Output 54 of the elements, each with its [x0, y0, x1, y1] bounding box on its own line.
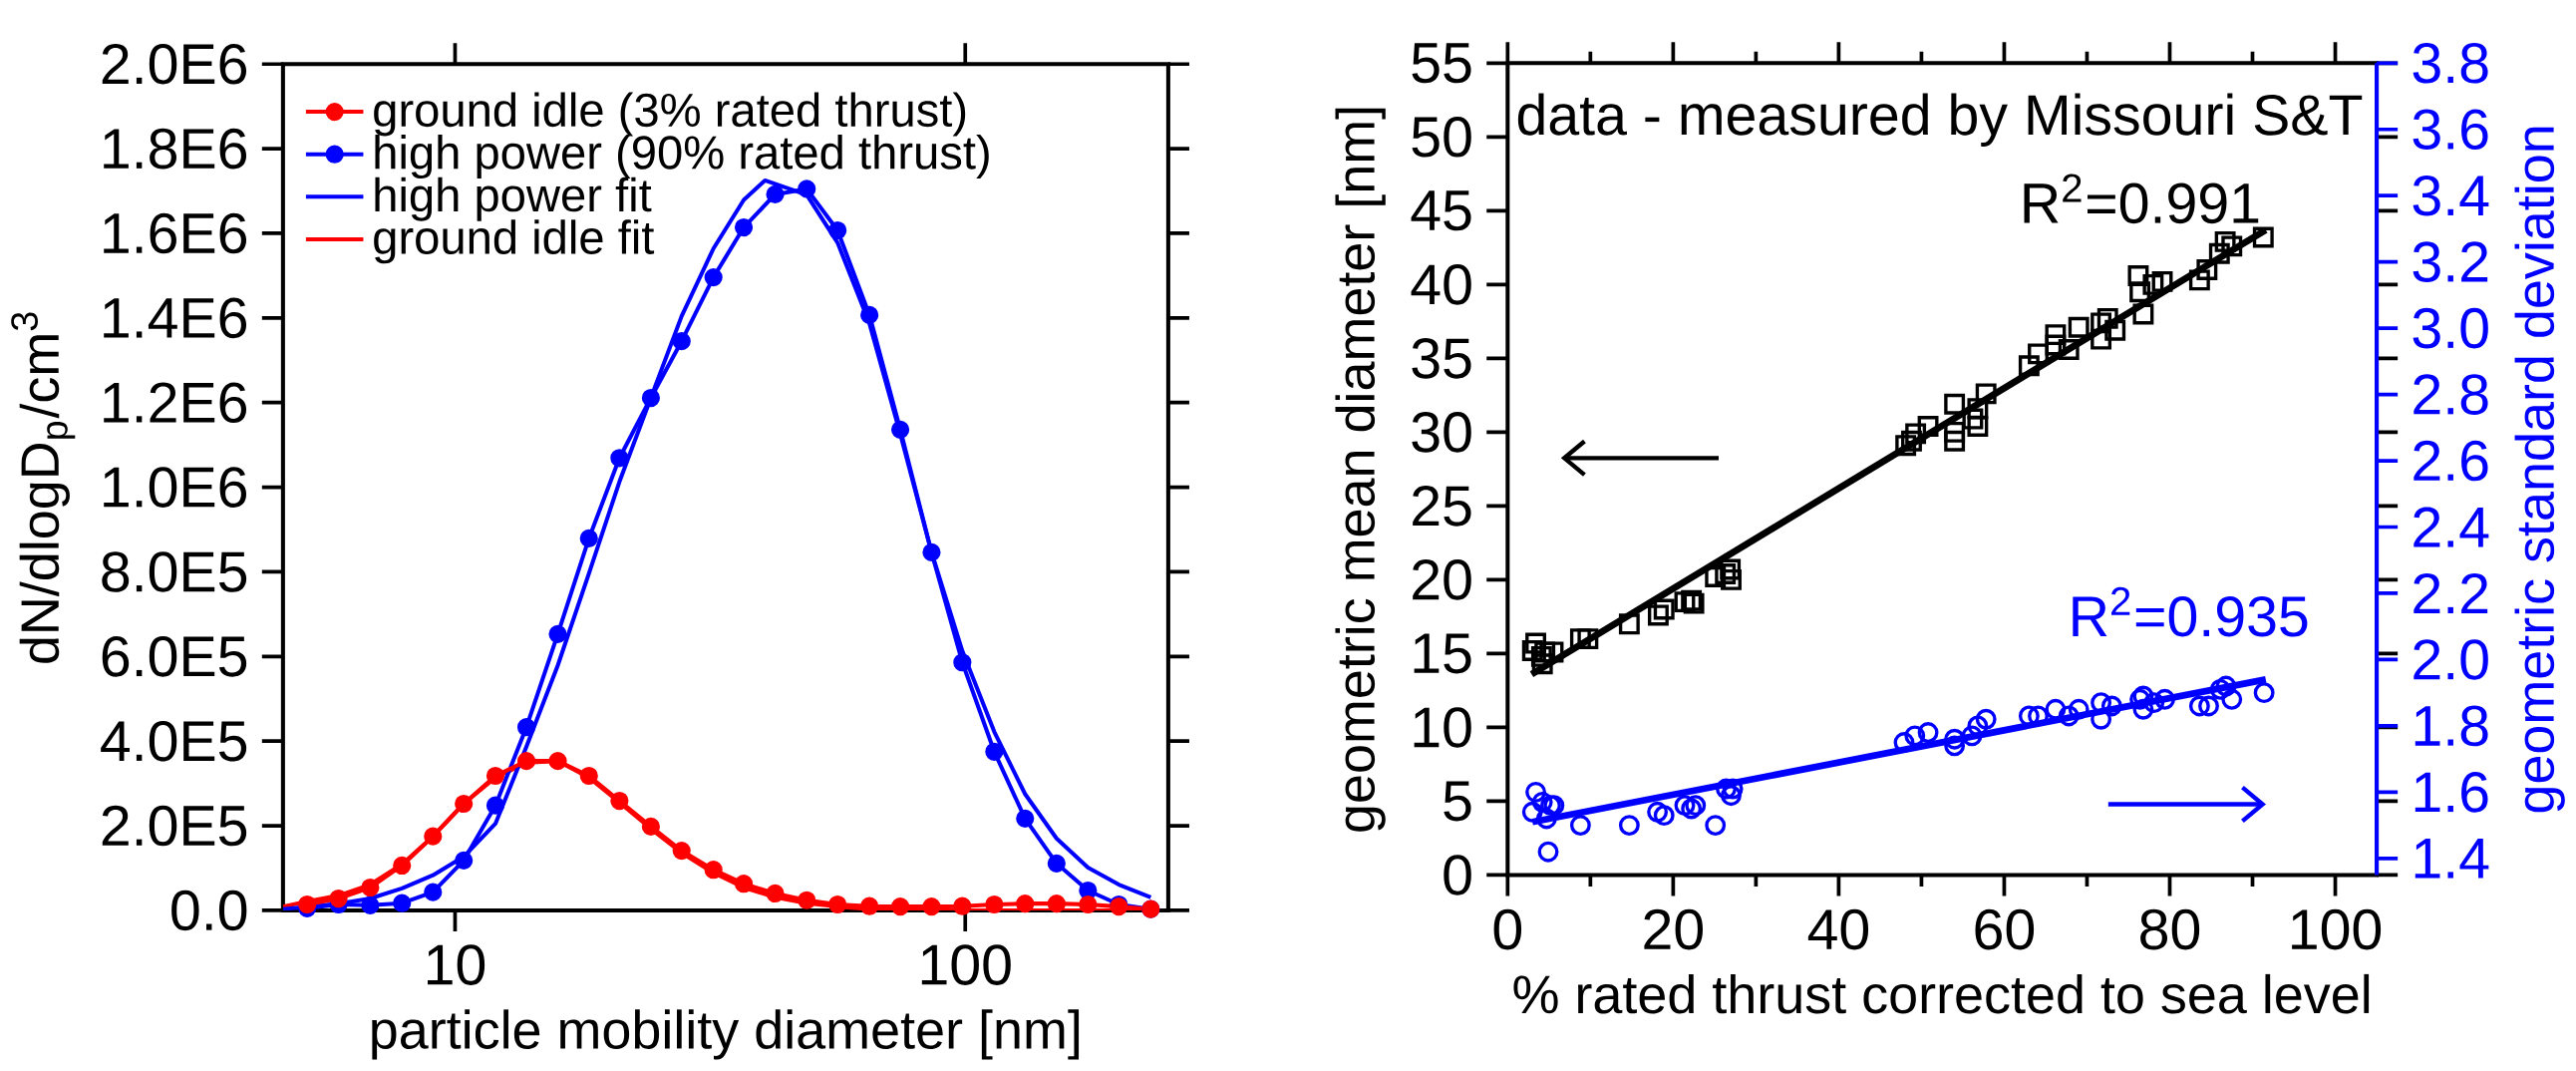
y2-tick-label: 3.0	[2413, 307, 2488, 349]
y-tick-label: 55	[1412, 43, 1471, 84]
y-tick-label: 35	[1412, 338, 1471, 379]
x-tick-label: 100	[921, 944, 1011, 985]
legend-label: high power (90% rated thrust)	[375, 135, 989, 179]
y2-tick-label: 2.0	[2414, 639, 2488, 680]
y2-tick-label: 3.8	[2413, 43, 2488, 84]
y-tick-label: 10	[1414, 707, 1471, 748]
x-axis-title: % rated thrust corrected to sea level	[1513, 973, 2370, 1014]
annotation: data - measured by Missouri S&T	[1517, 93, 2363, 148]
y2-tick-label: 2.8	[2414, 374, 2488, 415]
legend-label: ground idle fit	[374, 219, 655, 264]
x-tick-label: 80	[2140, 908, 2200, 950]
x-tick-label: 100	[2292, 908, 2382, 950]
annotation: R$^{2}$=0.991	[2024, 174, 2259, 224]
y2-tick-label: 2.4	[2414, 507, 2489, 547]
y2-axis-title: geometric standard deviation	[2514, 127, 2565, 813]
y-tick-label: 2.0E6	[102, 44, 247, 85]
y-axis-title: geometric mean diameter [nm]	[1335, 108, 1386, 832]
y-tick-label: 15	[1414, 633, 1471, 674]
y-tick-label: 4.0E5	[101, 720, 247, 762]
x-tick-label: 60	[1975, 908, 2035, 950]
y-tick-label: 0	[1444, 855, 1471, 895]
y-tick-label: 1.6E6	[104, 212, 247, 254]
y2-tick-label: 2.2	[2414, 573, 2488, 614]
y-tick-label: 8.0E5	[102, 551, 247, 592]
y-tick-label: 5	[1444, 781, 1471, 822]
y-tick-label: 1.2E6	[104, 382, 247, 424]
y2-tick-label: 1.6	[2415, 772, 2488, 813]
x-tick-label: 20	[1644, 908, 1704, 950]
x-axis-title: particle mobility diameter [nm]	[372, 1009, 1080, 1060]
y2-tick-label: 3.2	[2413, 241, 2488, 283]
legend-label: ground idle (3% rated thrust)	[374, 92, 966, 137]
y-tick-label: 6.0E5	[102, 636, 247, 677]
y-tick-label: 30	[1412, 412, 1471, 453]
y2-tick-label: 2.6	[2414, 440, 2488, 482]
x-tick-label: 40	[1807, 908, 1869, 950]
y-axis-title: dN/dlogD$_{p}$/cm$^{3}$	[11, 312, 76, 663]
y2-tick-label: 1.4	[2415, 839, 2489, 879]
y-tick-label: 20	[1413, 559, 1471, 600]
x-tick-label: 0	[1493, 908, 1522, 950]
y-tick-label: 45	[1411, 190, 1471, 231]
annotation: R$^{2}$=0.935	[2073, 586, 2308, 637]
y-tick-label: 40	[1411, 264, 1471, 305]
y2-tick-label: 3.4	[2413, 175, 2489, 216]
y2-tick-label: 3.6	[2413, 109, 2488, 151]
y-tick-label: 1.0E6	[104, 467, 247, 508]
y2-tick-label: 1.8	[2415, 705, 2488, 747]
y-tick-label: 1.8E6	[104, 128, 247, 170]
y-tick-label: 0.0	[171, 890, 247, 931]
y-tick-label: 25	[1413, 486, 1471, 527]
y-tick-label: 1.4E6	[104, 297, 247, 339]
y-tick-label: 50	[1412, 117, 1471, 158]
y-tick-label: 2.0E5	[102, 805, 247, 847]
